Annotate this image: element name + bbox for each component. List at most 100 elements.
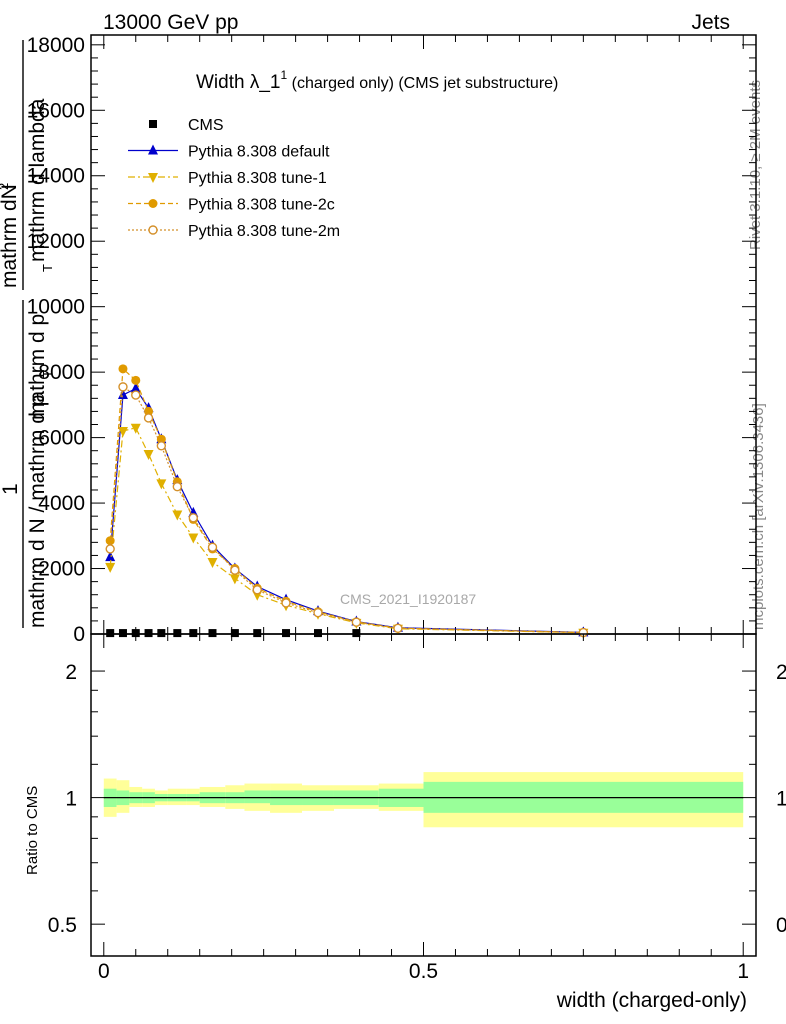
data-point: [229, 574, 240, 585]
series-line: [109, 367, 584, 634]
ylabel-denom-sub: T: [40, 370, 55, 378]
plot-title-rest: (charged only) (CMS jet substructure): [287, 75, 558, 92]
legend-marker: [148, 173, 158, 183]
x-tick-label: 0.5: [409, 960, 438, 983]
data-point: [253, 629, 262, 638]
data-point: [157, 629, 166, 638]
y-tick-label: 12000: [27, 230, 85, 253]
main-panel: 0 2000 4000 6000 8000 10000 12000 14000 16000 180…: [0, 34, 757, 646]
data-point: [173, 629, 182, 638]
y-tick-label: 16000: [27, 99, 85, 122]
legend: CMS Pythia 8.308 default Pythia 8.308 tune…: [128, 117, 340, 240]
legend-marker: [148, 144, 158, 155]
main-y-axis-label: mathrm dN 2 mathrm d p T mathrm d lambda…: [0, 40, 55, 628]
header-right: Jets: [691, 11, 730, 34]
y-tick-label: 14000: [27, 165, 85, 188]
plot-title-main: Width λ_1: [196, 72, 280, 93]
legend-label: CMS: [188, 117, 224, 134]
legend-marker: [149, 120, 157, 128]
ylabel-mid: mathrm d p: [26, 314, 49, 420]
data-point: [131, 375, 141, 385]
legend-label: Pythia 8.308 tune-2c: [188, 197, 335, 214]
legend-label: Pythia 8.308 default: [188, 144, 330, 161]
data-point: [188, 513, 199, 523]
ratio-panel: 0.5 0.5 1 1 2 2 0 0.5 1 Ratio to CMS width (char…: [24, 633, 786, 1012]
data-point: [130, 382, 141, 393]
data-point: [105, 551, 116, 562]
header-left: 13000 GeV pp: [103, 11, 238, 34]
data-point: [172, 482, 183, 492]
ratio-y-tick-label: 0.5: [48, 914, 77, 937]
ylabel-numer-sup: 2: [0, 183, 11, 190]
data-point: [393, 623, 403, 633]
data-point: [281, 598, 291, 608]
data-point: [207, 542, 218, 552]
data-point: [156, 441, 167, 451]
data-point: [118, 629, 127, 638]
data-point: [105, 544, 115, 554]
data-point: [172, 510, 183, 521]
plot-title-sup: 1: [280, 68, 287, 82]
analysis-watermark: CMS_2021_I1920187: [340, 591, 476, 607]
y-tick-label: 10000: [27, 296, 85, 319]
ylabel-middle: mathrm d p: [26, 314, 49, 420]
data-point: [313, 629, 322, 638]
y-tick-label: 2000: [38, 558, 85, 581]
legend-marker: [148, 199, 158, 208]
data-point: [352, 629, 361, 638]
data-point: [252, 585, 262, 595]
ylabel-prefix: 1: [0, 483, 22, 495]
data-point: [131, 390, 141, 400]
ratio-ticks: 0.5 0.5 1 1 2 2 0 0.5 1: [48, 634, 786, 983]
data-point: [156, 479, 167, 490]
data-point: [143, 413, 154, 423]
data-point: [117, 427, 128, 438]
ratio-y-tick-label-right: 2: [776, 661, 786, 684]
data-point: [351, 617, 362, 627]
data-point: [130, 423, 141, 434]
ratio-y-tick-label: 1: [65, 788, 77, 811]
ylabel-denominator: mathrm d N / mathrm d p: [26, 395, 49, 628]
main-series: [105, 364, 589, 639]
stat-uncertainty-band: [244, 790, 271, 804]
ratio-y-axis-label: Ratio to CMS: [24, 786, 41, 875]
plot-title: Width λ_11 (charged only) (CMS jet subst…: [196, 68, 558, 93]
x-tick-label: 1: [737, 960, 749, 983]
x-axis-label: width (charged-only): [556, 989, 747, 1012]
data-point: [144, 406, 154, 416]
data-point: [131, 629, 140, 638]
data-point: [188, 533, 199, 544]
data-point: [230, 565, 240, 575]
ratio-y-tick-label: 2: [65, 661, 77, 684]
data-point: [313, 608, 323, 618]
ratio-bands: [103, 772, 744, 828]
data-point: [106, 629, 115, 638]
y-tick-label: 6000: [38, 427, 85, 450]
data-point: [230, 629, 239, 638]
y-tick-label: 8000: [38, 361, 85, 384]
ratio-y-tick-label-right: 0.5: [776, 914, 786, 937]
legend-marker: [148, 225, 158, 235]
data-point: [143, 449, 154, 460]
ylabel-numer-n: N: [0, 184, 21, 199]
x-tick-label: 0: [98, 960, 110, 983]
legend-label: Pythia 8.308 tune-2m: [188, 223, 340, 240]
main-y-ticks: 0 2000 4000 6000 8000 10000 12000 14000 16000 180…: [27, 34, 756, 646]
data-point: [118, 364, 128, 374]
y-tick-label: 4000: [38, 492, 85, 515]
data-point: [118, 382, 128, 392]
data-point: [282, 629, 291, 638]
data-point: [207, 557, 218, 568]
ylabel-numer-top: mathrm d: [0, 199, 21, 288]
data-point: [189, 629, 198, 638]
ylabel-mid-sub: T: [40, 264, 55, 272]
y-tick-label: 18000: [27, 34, 85, 57]
data-point: [144, 629, 153, 638]
data-point: [208, 629, 217, 638]
data-point: [105, 562, 116, 573]
ylabel-numerator: mathrm dN: [0, 184, 21, 288]
side-label-mcplots: mcplots.cern.ch [arXiv:1306.3436]: [750, 403, 767, 630]
legend-label: Pythia 8.308 tune-1: [188, 170, 327, 187]
data-point: [105, 536, 115, 546]
